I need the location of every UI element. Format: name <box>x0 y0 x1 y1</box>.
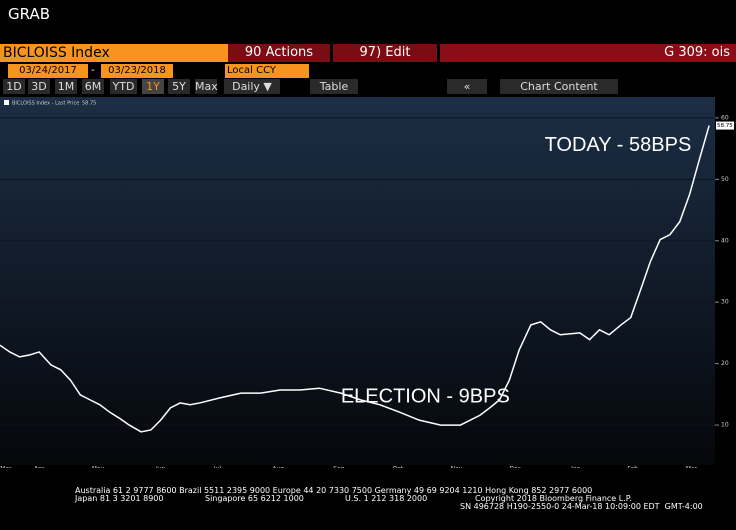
legend-label: BICLOISS Index - Last Price <box>12 101 79 107</box>
footer-line: Australia 61 2 9777 8600 Brazil 5511 239… <box>75 486 593 495</box>
start-date[interactable]: 03/24/2017 <box>8 64 88 78</box>
currency-box[interactable]: Local CCY <box>225 64 309 78</box>
period-button[interactable]: Max <box>195 79 218 94</box>
price-line <box>0 125 710 433</box>
footer-line: Copyright 2018 Bloomberg Finance L.P. <box>475 494 632 503</box>
x-tick-label: Jul <box>213 466 222 469</box>
y-tick-label: 60 <box>721 114 729 121</box>
table-button[interactable]: Table <box>310 79 358 94</box>
x-tick-label: Feb <box>627 466 638 469</box>
legend-swatch <box>4 100 9 105</box>
legend-value: 58.75 <box>82 101 96 107</box>
date-dash: - <box>91 65 95 76</box>
end-date[interactable]: 03/23/2018 <box>101 64 173 78</box>
period-button[interactable]: YTD <box>110 79 137 94</box>
x-tick-label: Mar <box>686 466 698 469</box>
x-tick-label: Aug <box>272 466 284 469</box>
x-tick-label: Mar <box>0 466 12 469</box>
x-tick-label: Oct <box>392 466 403 469</box>
period-button[interactable]: 1M <box>55 79 77 94</box>
function-box: G 309: ois <box>440 44 736 62</box>
y-tick-label: 50 <box>721 176 729 183</box>
plot-background <box>0 97 715 465</box>
x-tick-label: Jan <box>570 466 580 469</box>
x-tick-label: Apr <box>34 466 45 469</box>
frequency-menu[interactable]: Daily ▼ <box>224 79 280 94</box>
period-button[interactable]: 5Y <box>168 79 190 94</box>
last-price-tag <box>716 121 734 130</box>
annotation: TODAY - 58BPS <box>545 134 692 156</box>
chart: BICLOISS Index - Last Price 58.75 10 20 30… <box>0 97 734 469</box>
x-tick-label: Sep <box>333 466 345 469</box>
footer-line: Singapore 65 6212 1000 <box>205 494 304 503</box>
edit-menu[interactable]: 97) Edit <box>333 44 437 62</box>
footer-line: U.S. 1 212 318 2000 <box>345 494 428 503</box>
period-button[interactable]: 1Y <box>142 79 164 94</box>
security-box[interactable]: BICLOISS Index <box>0 44 228 62</box>
footer-line: SN 496728 H190-2550-0 24-Mar-18 10:09:00… <box>460 502 703 511</box>
y-tick-label: 30 <box>721 299 729 306</box>
period-button[interactable]: 3D <box>28 79 50 94</box>
chart-content-button[interactable]: Chart Content <box>500 79 618 94</box>
back-button[interactable]: « <box>447 79 487 94</box>
last-price-label: 58.75 <box>717 123 733 129</box>
actions-menu[interactable]: 90 Actions <box>228 44 330 62</box>
footer-line: Japan 81 3 3201 8900 <box>75 494 164 503</box>
x-tick-label: Jun <box>155 466 166 469</box>
app-title: GRAB <box>8 5 50 23</box>
x-tick-label: May <box>92 466 105 469</box>
y-tick-label: 10 <box>721 422 729 429</box>
y-tick-label: 40 <box>721 237 729 244</box>
period-button[interactable]: 1D <box>3 79 25 94</box>
x-tick-label: Dec <box>509 466 521 469</box>
period-button[interactable]: 6M <box>82 79 104 94</box>
y-tick-label: 20 <box>721 360 729 367</box>
x-tick-label: Nov <box>451 466 463 469</box>
annotation: ELECTION - 9BPS <box>341 386 510 408</box>
